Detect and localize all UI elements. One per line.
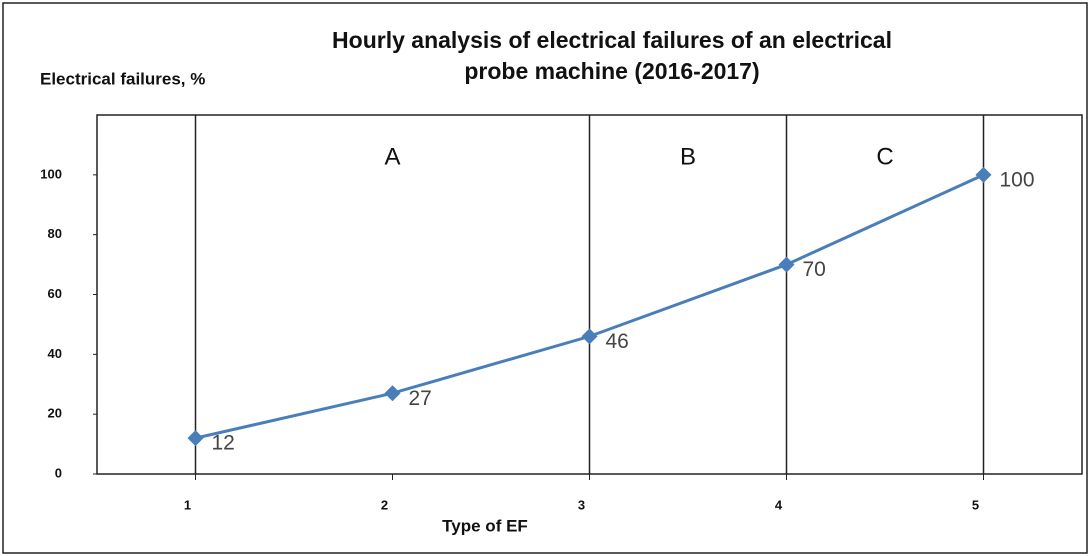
y-tick-label: 100: [40, 166, 62, 181]
point-marker: [384, 385, 401, 402]
x-axis-label: Type of EF: [442, 516, 528, 535]
point-marker: [187, 430, 204, 447]
y-tick-label: 60: [48, 286, 62, 301]
y-axis-label: Electrical failures, %: [40, 69, 205, 88]
x-tick-label: 2: [381, 497, 388, 512]
zone-label: A: [384, 143, 400, 170]
y-tick-label: 80: [48, 226, 62, 241]
chart-subtitle: probe machine (2016-2017): [464, 58, 759, 84]
point-marker: [581, 328, 598, 345]
y-tick-label: 0: [55, 465, 62, 480]
data-label: 70: [803, 258, 826, 281]
data-label: 27: [409, 387, 432, 410]
chart-title: Hourly analysis of electrical failures o…: [332, 27, 892, 53]
zone-label: C: [876, 143, 893, 170]
data-label: 100: [1000, 168, 1035, 191]
data-label: 12: [212, 432, 235, 455]
data-label: 46: [606, 330, 629, 353]
y-tick-label: 40: [48, 346, 62, 361]
x-tick-label: 5: [972, 497, 979, 512]
zone-label: B: [680, 143, 696, 170]
x-tick-label: 4: [775, 497, 783, 512]
y-tick-label: 20: [48, 406, 62, 421]
point-marker: [975, 166, 992, 183]
point-marker: [778, 256, 795, 273]
x-tick-label: 1: [184, 497, 191, 512]
x-tick-label: 3: [578, 497, 585, 512]
